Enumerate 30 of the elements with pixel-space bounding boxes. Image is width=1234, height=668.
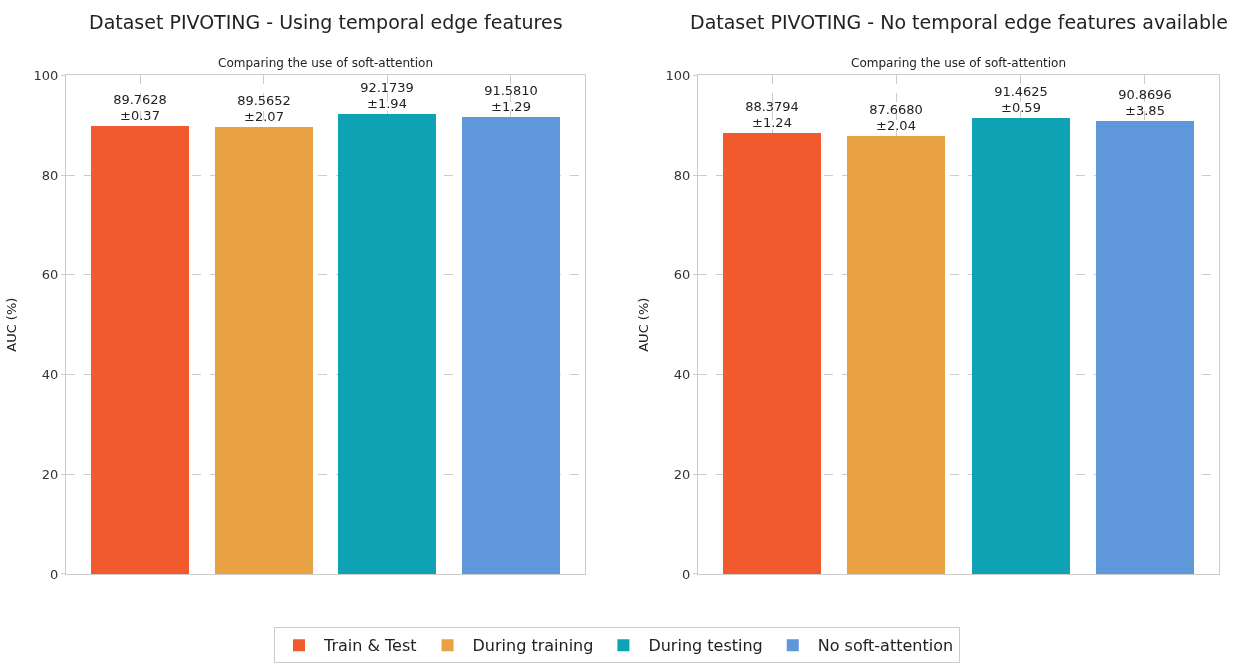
y-tick-label: 0	[682, 566, 691, 582]
y-axis-title: AUC (%)	[635, 297, 651, 352]
chart-title: Dataset PIVOTING - No temporal edge features available	[690, 11, 1229, 33]
data-label: 90.8696 ±3.85	[1118, 86, 1172, 119]
chart-subtitle: Comparing the use of soft-attention	[851, 56, 1067, 70]
data-label: 91.4625 ±0.59	[994, 83, 1048, 116]
legend-label: During training	[472, 636, 594, 656]
y-tick-label: 40	[41, 367, 59, 383]
y-tick-label: 60	[673, 267, 691, 283]
data-label: 87.6680 ±2.04	[869, 101, 923, 134]
data-label: 92.1739 ±1.94	[360, 79, 414, 112]
data-label: 89.7628 ±0.37	[113, 91, 167, 124]
chart-subtitle: Comparing the use of soft-attention	[218, 56, 434, 70]
y-tick-label: 0	[50, 566, 59, 582]
y-tick-label: 40	[673, 367, 691, 383]
y-tick-label: 100	[665, 67, 691, 83]
y-tick-label: 100	[33, 67, 59, 83]
y-tick-label: 80	[41, 167, 59, 183]
data-label: 91.5810 ±1.29	[484, 82, 538, 115]
y-tick-label: 20	[673, 466, 691, 482]
y-tick-label: 80	[673, 167, 691, 183]
legend-label: During testing	[648, 636, 763, 656]
y-tick-label: 60	[41, 267, 59, 283]
y-axis-title: AUC (%)	[3, 297, 19, 352]
data-label: 89.5652 ±2.07	[237, 92, 291, 125]
legend-label: No soft-attention	[817, 636, 954, 656]
legend-label: Train & Test	[323, 636, 417, 656]
chart-title: Dataset PIVOTING - Using temporal edge features	[89, 11, 563, 33]
y-tick-label: 20	[41, 466, 59, 482]
data-label: 88.3794 ±1.24	[745, 98, 799, 131]
